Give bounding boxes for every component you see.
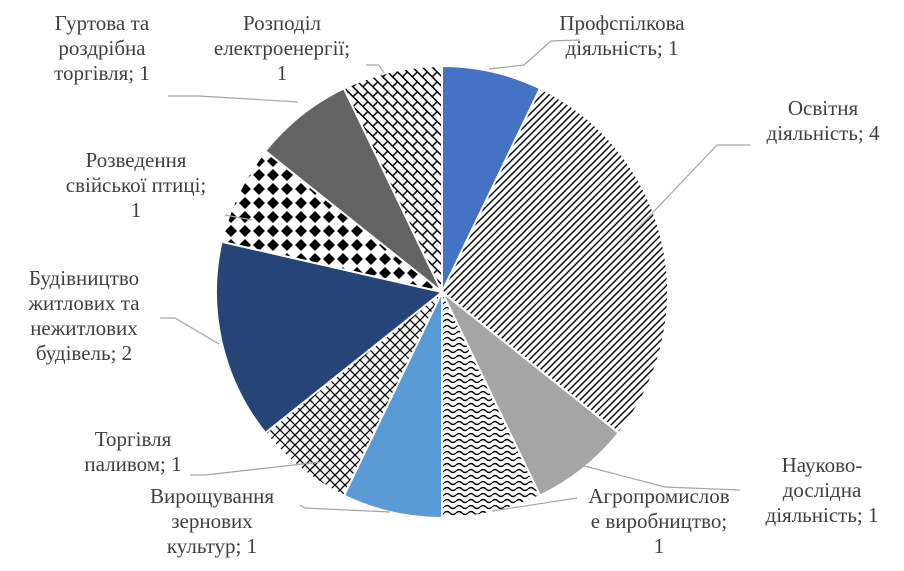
slice-label-line: житлових та <box>27 291 140 315</box>
pie-slice <box>263 291 443 497</box>
slice-label-line: зернових <box>171 509 253 533</box>
slice-label-line: Вирощування <box>150 484 274 508</box>
slice-label-line: 1 <box>654 534 665 558</box>
slice-label-line: Агропромислов <box>588 484 729 508</box>
leader-line <box>299 504 391 513</box>
slice-label-line: Освітня <box>788 96 859 120</box>
slice-label-line: е виробництво; <box>591 509 727 533</box>
slice-label-line: діяльність; 1 <box>766 503 879 527</box>
slice-label-line: Торгівля <box>95 427 172 451</box>
pie-slice <box>342 64 443 293</box>
slice-label-line: культур; 1 <box>167 534 257 558</box>
leader-line <box>366 64 385 74</box>
slice-label-line: Профспілкова <box>559 11 685 35</box>
slice-label: Освітня діяльність; 4 <box>767 96 880 145</box>
slice-label-line: свійської птиці; <box>66 173 207 197</box>
slice-label-line: Розподіл <box>243 11 321 35</box>
slice-label: Агропромислов е виробництво; 1 <box>588 484 729 558</box>
pie-slice <box>263 87 443 293</box>
slice-label: Гуртова та роздрібна торгівля; 1 <box>54 11 150 85</box>
leader-line <box>224 214 253 221</box>
slice-label-line: нежитлових <box>30 316 138 340</box>
pie-slice <box>441 291 542 520</box>
leader-line <box>190 461 321 476</box>
pie-slice <box>220 149 443 293</box>
slice-label: Розподіл електроенергії; 1 <box>214 11 350 85</box>
pie-slice <box>441 291 621 497</box>
leader-line <box>572 462 741 491</box>
slice-label-line: Розведення <box>86 148 187 172</box>
pie-slice <box>440 87 669 435</box>
leader-line <box>160 317 220 345</box>
slice-label-line: Гуртова та <box>55 11 150 35</box>
slice-label: Профспілкова діяльність; 1 <box>559 11 685 60</box>
pie-slice <box>342 291 443 520</box>
slice-label: Науково-дослідна діяльність; 1 <box>766 453 879 527</box>
leader-line <box>168 95 299 103</box>
slice-label-line: діяльність; 4 <box>767 121 880 145</box>
slice-label-line: 1 <box>277 61 288 85</box>
leader-line <box>488 39 581 70</box>
leader-line <box>619 144 750 248</box>
slice-label-line: паливом; 1 <box>84 452 181 476</box>
slice-label-line: електроенергії; <box>214 36 350 60</box>
slice-label-line: 1 <box>131 198 142 222</box>
slice-label: Будівництво житлових та нежитлових будівель… <box>27 266 140 365</box>
slice-label: Вирощування зернових культур; 1 <box>150 484 274 558</box>
leader-lines <box>160 39 750 513</box>
slice-label: Розведення свійської птиці; 1 <box>66 148 207 222</box>
slice-label-line: торгівля; 1 <box>54 61 150 85</box>
slice-label-line: роздрібна <box>58 36 146 60</box>
pie-slice <box>215 240 445 435</box>
slice-label-line: дослідна <box>783 478 862 502</box>
pie-slice <box>441 64 542 293</box>
slice-label: Торгівля паливом; 1 <box>84 427 181 476</box>
slice-label-line: Науково- <box>782 453 863 477</box>
slice-label-line: Будівництво <box>29 266 139 290</box>
leader-line <box>491 497 578 512</box>
pie-slices <box>215 64 669 520</box>
slice-label-line: будівель; 2 <box>36 341 132 365</box>
slice-label-line: діяльність; 1 <box>566 36 679 60</box>
